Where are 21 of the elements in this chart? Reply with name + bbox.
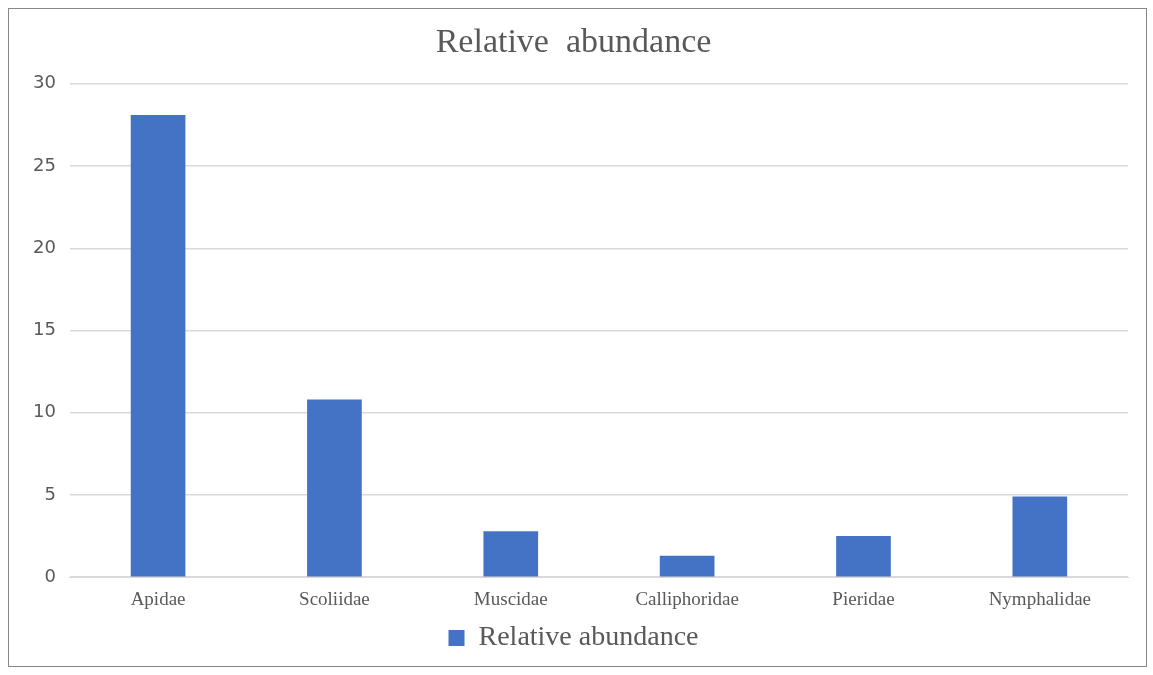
bar — [659, 555, 715, 577]
x-tick-label: Scoliidae — [299, 587, 370, 609]
bar — [483, 531, 539, 577]
y-tick-label: 10 — [33, 400, 56, 422]
x-tick-label: Calliphoridae — [635, 587, 739, 609]
bar — [1012, 496, 1068, 577]
bar — [130, 115, 186, 577]
x-tick-label: Apidae — [130, 587, 186, 609]
bar — [307, 399, 362, 577]
y-tick-label: 15 — [33, 318, 56, 340]
bar — [836, 536, 891, 577]
y-tick-label: 30 — [33, 71, 56, 93]
y-tick-label: 25 — [33, 153, 56, 175]
x-tick-label: Pieridae — [832, 587, 895, 609]
x-tick-label: Muscidae — [473, 587, 548, 609]
y-tick-label: 5 — [44, 482, 56, 504]
legend-label: Relative abundance — [478, 620, 699, 652]
y-tick-label: 20 — [33, 235, 56, 257]
chart-title: Relative abundance — [435, 22, 712, 60]
y-tick-label: 0 — [44, 564, 56, 586]
x-tick-label: Nymphalidae — [988, 587, 1092, 609]
